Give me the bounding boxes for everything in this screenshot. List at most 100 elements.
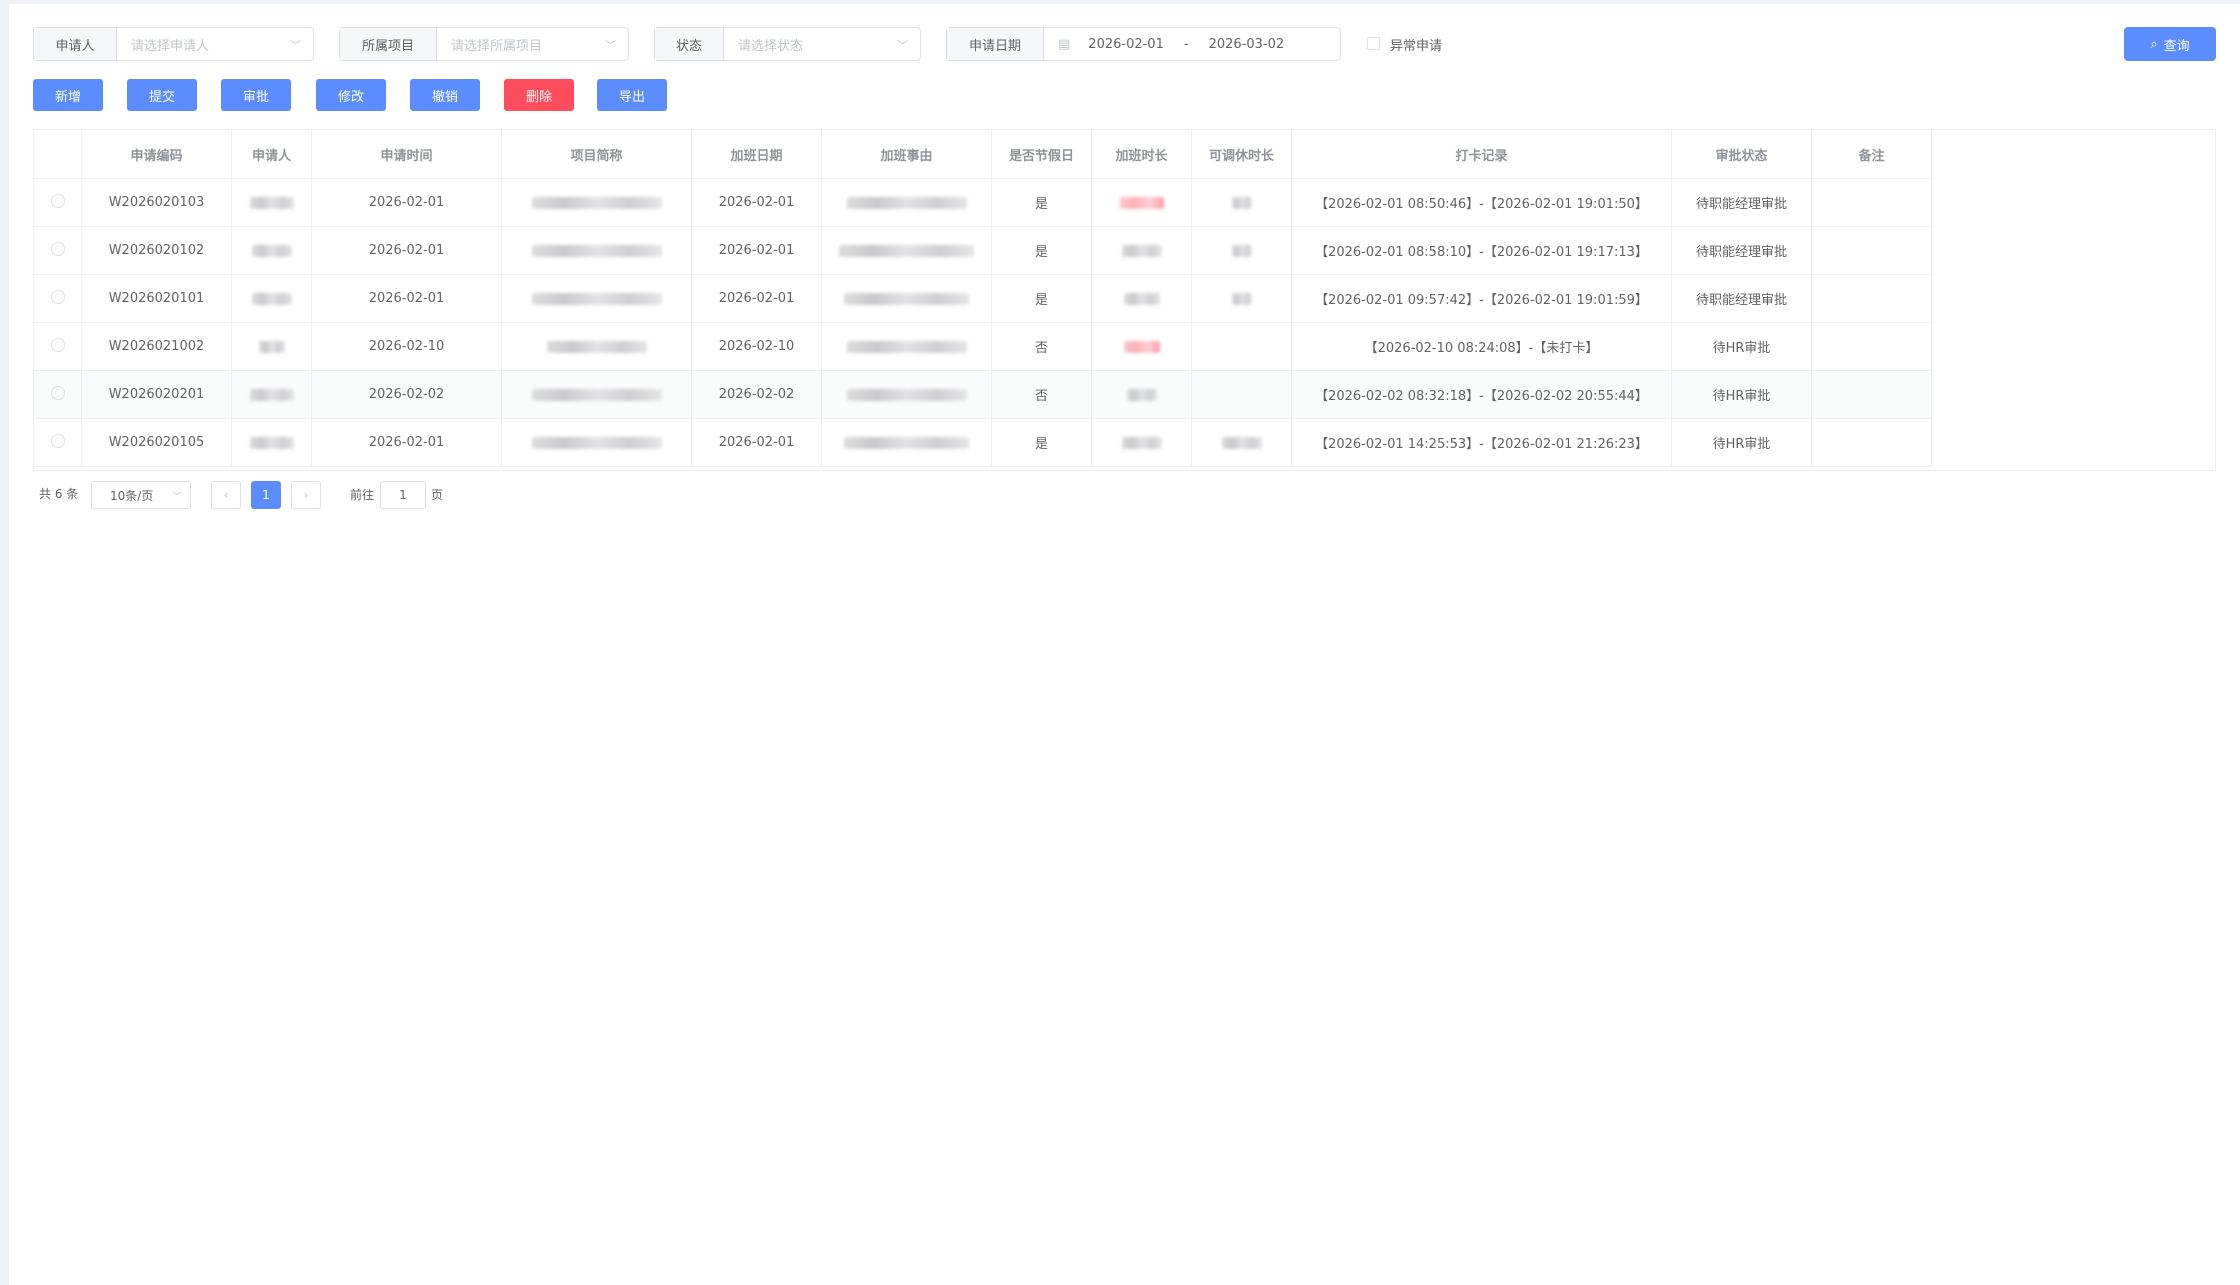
edit-button[interactable]: 修改 [316,79,386,111]
column-header: 项目简称 [501,129,692,179]
row-radio[interactable] [50,289,65,304]
holiday-cell: 是 [991,418,1092,467]
redacted-reason [846,340,967,353]
row-select-cell[interactable] [33,274,82,323]
project-cell [501,370,692,419]
date-label: 申请日期 [947,28,1044,60]
applicant-cell [231,226,312,275]
date-start[interactable]: 2026-02-01 [1088,36,1164,52]
row-radio[interactable] [50,337,65,352]
apply-time-cell: 2026-02-01 [311,274,502,323]
code-cell: W2026020103 [81,178,232,227]
applicant-cell [231,322,312,371]
column-header: 申请编码 [81,129,232,179]
redacted-applicant [251,292,292,305]
redacted-reason [846,388,967,401]
column-header: 可调休时长 [1191,129,1292,179]
row-select-cell[interactable] [33,178,82,227]
project-select[interactable]: 请选择所属项目 ﹀ [437,28,628,60]
row-radio[interactable] [50,385,65,400]
overtime-hours-cell [1091,274,1192,323]
table-row[interactable]: W2026020101 2026-02-01 2026-02-01 是 【2026-02… [33,274,1932,323]
applicant-select[interactable]: 请选择申请人 ﹀ [117,28,313,60]
page-1-button[interactable]: 1 [251,481,281,509]
remark-cell [1811,370,1932,419]
rest-hours-cell [1191,418,1292,467]
project-cell [501,418,692,467]
submit-button[interactable]: 提交 [127,79,197,111]
date-filter[interactable]: 申请日期 ▤ 2026-02-01 - 2026-03-02 [946,27,1341,61]
query-button[interactable]: ⌕ 查询 [2124,27,2216,61]
redacted-applicant [249,436,294,449]
table-row[interactable]: W2026020102 2026-02-01 2026-02-01 是 【2026-02… [33,226,1932,275]
revoke-button[interactable]: 撤销 [410,79,480,111]
overtime-date-cell: 2026-02-01 [691,226,822,275]
project-cell [501,226,692,275]
overtime-date-cell: 2026-02-01 [691,418,822,467]
abnormal-checkbox[interactable] [1367,37,1380,50]
punch-record-cell: 【2026-02-02 08:32:18】-【2026-02-02 20:55:… [1291,370,1672,419]
apply-time-cell: 2026-02-01 [311,226,502,275]
date-range-input[interactable]: ▤ 2026-02-01 - 2026-03-02 [1044,28,1340,60]
code-cell: W2026020105 [81,418,232,467]
table-row[interactable]: W2026020105 2026-02-01 2026-02-01 是 【2026-02… [33,418,1932,467]
query-label: 查询 [2163,38,2190,54]
remark-cell [1811,418,1932,467]
chevron-down-icon: ﹀ [290,39,301,52]
overtime-table: 申请编码 申请人 申请时间 项目简称 加班日期 加班事由 是否节假日 加班时长 可调休时长 打卡记… [33,129,1932,467]
date-end[interactable]: 2026-03-02 [1208,36,1285,52]
status-label: 状态 [655,28,724,60]
project-filter[interactable]: 所属项目 请选择所属项目 ﹀ [339,27,629,61]
table-row[interactable]: W2026020103 2026-02-01 2026-02-01 是 【2026-02… [33,178,1932,227]
overtime-hours-cell [1091,226,1192,275]
holiday-cell: 否 [991,322,1092,371]
applicant-cell [231,274,312,323]
redacted-applicant [249,196,294,209]
rest-hours-cell [1191,178,1292,227]
holiday-cell: 是 [991,226,1092,275]
status-placeholder: 请选择状态 [738,38,804,54]
select-column-header [33,129,82,179]
search-icon: ⌕ [2150,36,2158,52]
applicant-filter[interactable]: 申请人 请选择申请人 ﹀ [33,27,314,61]
redacted-hours [1119,196,1164,209]
goto-page-input[interactable]: 1 [380,481,426,509]
redacted-rest-hours [1231,292,1252,305]
apply-time-cell: 2026-02-01 [311,418,502,467]
approve-button[interactable]: 审批 [221,79,291,111]
row-radio[interactable] [50,433,65,448]
table-row[interactable]: W2026020201 2026-02-02 2026-02-02 否 【2026-02… [33,370,1932,419]
reason-cell [821,370,992,419]
export-button[interactable]: 导出 [597,79,667,111]
punch-record-cell: 【2026-02-10 08:24:08】-【未打卡】 [1291,322,1672,371]
remark-cell [1811,274,1932,323]
table-row[interactable]: W2026021002 2026-02-10 2026-02-10 否 【2026-02… [33,322,1932,371]
apply-time-cell: 2026-02-02 [311,370,502,419]
prev-page-button[interactable]: ‹ [211,481,241,509]
reason-cell [821,322,992,371]
chevron-left-icon: ‹ [223,488,229,502]
remark-cell [1811,322,1932,371]
page-size-select[interactable]: 10条/页 ﹀ [91,481,191,509]
redacted-applicant [249,388,294,401]
row-select-cell[interactable] [33,370,82,419]
project-cell [501,274,692,323]
add-button[interactable]: 新增 [33,79,103,111]
overtime-date-cell: 2026-02-01 [691,274,822,323]
row-select-cell[interactable] [33,418,82,467]
row-radio[interactable] [50,241,65,256]
status-filter[interactable]: 状态 请选择状态 ﹀ [654,27,921,61]
approval-status-cell: 待HR审批 [1671,418,1812,467]
approval-status-cell: 待HR审批 [1671,370,1812,419]
overtime-date-cell: 2026-02-01 [691,178,822,227]
row-radio[interactable] [50,193,65,208]
row-select-cell[interactable] [33,226,82,275]
row-select-cell[interactable] [33,322,82,371]
status-select[interactable]: 请选择状态 ﹀ [724,28,920,60]
chevron-down-icon: ﹀ [172,491,182,503]
apply-time-cell: 2026-02-01 [311,178,502,227]
redacted-reason [844,436,969,449]
column-header: 审批状态 [1671,129,1812,179]
delete-button[interactable]: 删除 [504,79,574,111]
next-page-button[interactable]: › [291,481,321,509]
